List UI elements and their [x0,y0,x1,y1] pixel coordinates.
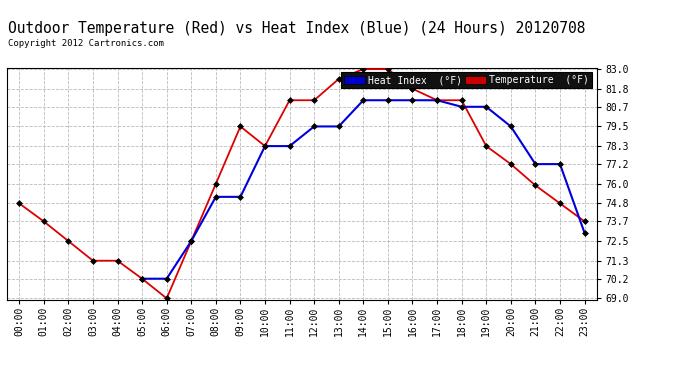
Text: Copyright 2012 Cartronics.com: Copyright 2012 Cartronics.com [8,39,164,48]
Text: Outdoor Temperature (Red) vs Heat Index (Blue) (24 Hours) 20120708: Outdoor Temperature (Red) vs Heat Index … [8,21,585,36]
Legend: Heat Index  (°F), Temperature  (°F): Heat Index (°F), Temperature (°F) [341,72,592,88]
